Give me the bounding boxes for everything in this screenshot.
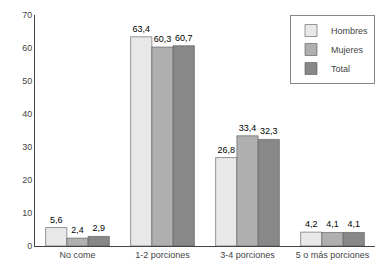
svg-text:33,4: 33,4 <box>239 123 257 133</box>
svg-text:40: 40 <box>22 109 32 119</box>
svg-text:4,1: 4,1 <box>347 219 360 229</box>
svg-text:60,3: 60,3 <box>154 34 172 44</box>
svg-text:1-2 porciones: 1-2 porciones <box>135 250 190 260</box>
svg-text:Total: Total <box>331 64 350 74</box>
svg-text:2,4: 2,4 <box>71 225 84 235</box>
svg-text:0: 0 <box>27 241 32 251</box>
svg-text:Mujeres: Mujeres <box>331 45 364 55</box>
svg-text:10: 10 <box>22 208 32 218</box>
svg-text:26,8: 26,8 <box>217 145 235 155</box>
svg-text:50: 50 <box>22 76 32 86</box>
svg-text:5,6: 5,6 <box>50 215 63 225</box>
svg-text:Hombres: Hombres <box>331 26 368 36</box>
svg-text:4,2: 4,2 <box>305 219 318 229</box>
svg-text:60: 60 <box>22 43 32 53</box>
svg-text:30: 30 <box>22 142 32 152</box>
svg-text:63,4: 63,4 <box>132 24 150 34</box>
svg-text:No come: No come <box>59 250 95 260</box>
svg-text:70: 70 <box>22 10 32 20</box>
svg-text:3-4 porciones: 3-4 porciones <box>220 250 275 260</box>
svg-text:20: 20 <box>22 175 32 185</box>
svg-text:2,9: 2,9 <box>92 223 105 233</box>
svg-text:5 o más porciones: 5 o más porciones <box>296 250 370 260</box>
svg-text:60,7: 60,7 <box>175 33 193 43</box>
svg-text:4,1: 4,1 <box>326 219 339 229</box>
svg-text:32,3: 32,3 <box>260 126 278 136</box>
